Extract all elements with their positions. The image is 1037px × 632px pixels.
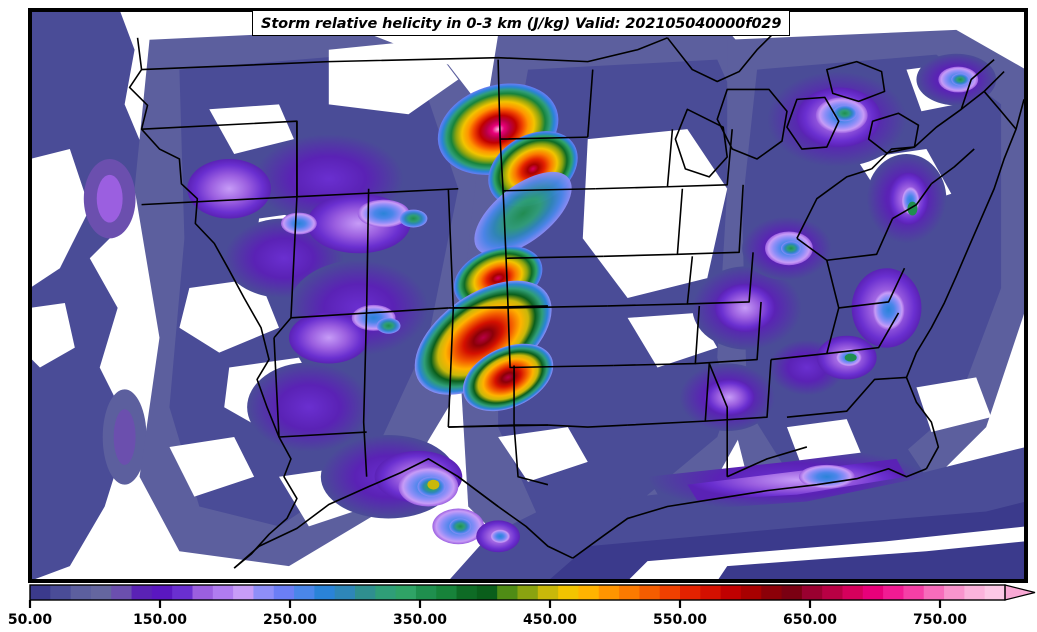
helicity-contour-map [30, 10, 1026, 581]
geography-outlines [128, 34, 1025, 569]
colorbar-band [923, 585, 945, 600]
colorbar-band [192, 585, 214, 600]
colorbar-band [233, 585, 255, 600]
colorbar-band [212, 585, 234, 600]
colorbar-band [497, 585, 519, 600]
colorbar-band [903, 585, 925, 600]
colorbar-band [50, 585, 72, 600]
colorbar-band [883, 585, 905, 600]
colorbar-band [781, 585, 803, 600]
colorbar-tick-label: 350.00 [393, 612, 447, 628]
colorbar-band [111, 585, 133, 600]
colorbar-band [415, 585, 437, 600]
map-panel [28, 8, 1028, 583]
colorbar-band [334, 585, 356, 600]
colorbar-band [131, 585, 153, 600]
colorbar-band [700, 585, 722, 600]
colorbar-band [578, 585, 600, 600]
colorbar-band [355, 585, 376, 600]
colorbar-band [476, 585, 498, 600]
colorbar-tick-label: 650.00 [783, 612, 837, 628]
colorbar-band [172, 585, 194, 600]
colorbar-band [314, 585, 336, 600]
colorbar-band [70, 585, 92, 600]
colorbar-band [680, 585, 701, 600]
helicity-maxima [414, 83, 578, 412]
colorbar-outline [29, 584, 1006, 601]
colorbar-svg: 50.00 150.00 250.00 350.00 450.00 550.00 650.0… [8, 584, 1036, 628]
colorbar-band [273, 585, 295, 600]
colorbar-band [862, 585, 884, 600]
colorbar-swatches [30, 585, 1006, 600]
colorbar-band [30, 585, 51, 600]
colorbar-ticks [28, 600, 942, 608]
map-title: Storm relative helicity in 0-3 km (J/kg)… [261, 16, 782, 32]
map-title-box: Storm relative helicity in 0-3 km (J/kg)… [252, 10, 791, 36]
colorbar-band [375, 585, 397, 600]
colorbar-band [619, 585, 640, 600]
colorbar: 50.00 150.00 250.00 350.00 450.00 550.00 650.0… [0, 583, 1037, 632]
colorbar-band [740, 585, 762, 600]
colorbar-tick-label: 750.00 [913, 612, 967, 628]
colorbar-band [801, 585, 823, 600]
colorbar-band [395, 585, 417, 600]
colorbar-band [151, 585, 173, 600]
colorbar-band [517, 585, 539, 600]
colorbar-band [456, 585, 478, 600]
colorbar-band [598, 585, 620, 600]
colorbar-band [537, 585, 559, 600]
colorbar-tick-label: 550.00 [653, 612, 707, 628]
colorbar-band [294, 585, 315, 600]
colorbar-band [822, 585, 844, 600]
colorbar-extend-arrow [1004, 584, 1036, 601]
colorbar-tick-label: 50.00 [8, 612, 53, 628]
colorbar-band [761, 585, 783, 600]
colorbar-band [944, 585, 965, 600]
colorbar-tick-labels: 50.00 150.00 250.00 350.00 450.00 550.00 650.0… [8, 612, 967, 628]
colorbar-band [964, 585, 986, 600]
colorbar-band [842, 585, 864, 600]
colorbar-band [558, 585, 580, 600]
colorbar-band [984, 585, 1006, 600]
colorbar-band [639, 585, 661, 600]
colorbar-band [90, 585, 112, 600]
colorbar-band [720, 585, 742, 600]
colorbar-band [436, 585, 458, 600]
colorbar-tick-label: 150.00 [133, 612, 187, 628]
colorbar-tick-label: 250.00 [263, 612, 317, 628]
colorbar-band [253, 585, 275, 600]
colorbar-band [659, 585, 681, 600]
colorbar-tick-label: 450.00 [523, 612, 577, 628]
